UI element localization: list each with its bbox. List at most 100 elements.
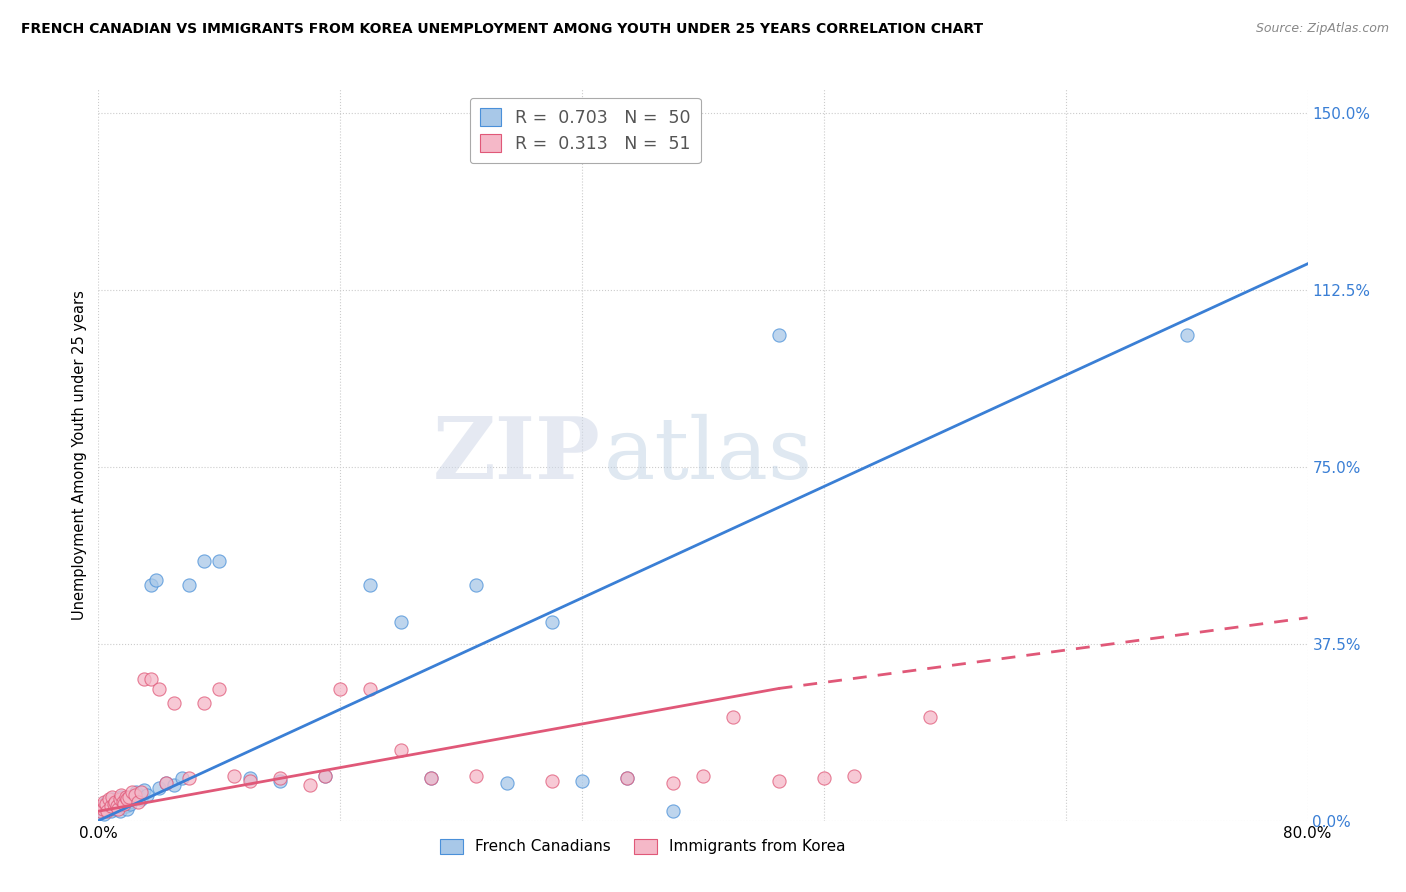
- Point: [129, 785, 152, 799]
- Point: [163, 778, 186, 792]
- Point: [132, 672, 155, 686]
- Point: [239, 771, 262, 785]
- Point: [155, 776, 177, 790]
- Point: [103, 799, 125, 814]
- Point: [616, 771, 638, 785]
- Text: atlas: atlas: [603, 413, 813, 497]
- Legend: French Canadians, Immigrants from Korea: French Canadians, Immigrants from Korea: [433, 833, 852, 861]
- Point: [129, 792, 152, 806]
- Point: [124, 788, 146, 802]
- Point: [193, 554, 215, 568]
- Point: [91, 802, 114, 816]
- Text: Source: ZipAtlas.com: Source: ZipAtlas.com: [1256, 22, 1389, 36]
- Point: [145, 573, 167, 587]
- Point: [1175, 327, 1198, 342]
- Point: [108, 804, 131, 818]
- Text: ZIP: ZIP: [433, 413, 600, 497]
- Point: [360, 681, 382, 696]
- Text: FRENCH CANADIAN VS IMMIGRANTS FROM KOREA UNEMPLOYMENT AMONG YOUTH UNDER 25 YEARS: FRENCH CANADIAN VS IMMIGRANTS FROM KOREA…: [21, 22, 983, 37]
- Point: [723, 710, 745, 724]
- Point: [98, 797, 121, 811]
- Point: [105, 795, 128, 809]
- Point: [122, 792, 145, 806]
- Point: [101, 790, 124, 805]
- Point: [96, 804, 118, 818]
- Point: [93, 795, 115, 809]
- Point: [329, 681, 352, 696]
- Point: [121, 785, 143, 799]
- Point: [208, 681, 231, 696]
- Point: [125, 785, 148, 799]
- Point: [100, 804, 122, 818]
- Point: [148, 780, 170, 795]
- Point: [193, 696, 215, 710]
- Y-axis label: Unemployment Among Youth under 25 years: Unemployment Among Youth under 25 years: [72, 290, 87, 620]
- Point: [661, 804, 683, 818]
- Point: [163, 696, 186, 710]
- Point: [110, 788, 132, 802]
- Point: [107, 799, 129, 814]
- Point: [768, 773, 790, 788]
- Point: [111, 795, 134, 809]
- Point: [661, 776, 683, 790]
- Point: [94, 797, 117, 811]
- Point: [89, 804, 111, 818]
- Point: [813, 771, 835, 785]
- Point: [389, 615, 412, 630]
- Point: [299, 778, 322, 792]
- Point: [465, 577, 488, 591]
- Point: [420, 771, 443, 785]
- Point: [115, 802, 138, 816]
- Point: [269, 771, 291, 785]
- Point: [179, 577, 201, 591]
- Point: [105, 799, 128, 814]
- Point: [135, 788, 157, 802]
- Point: [115, 792, 138, 806]
- Point: [120, 797, 142, 811]
- Point: [155, 776, 177, 790]
- Point: [389, 743, 412, 757]
- Point: [141, 577, 163, 591]
- Point: [179, 771, 201, 785]
- Point: [103, 797, 125, 811]
- Point: [94, 795, 117, 809]
- Point: [112, 797, 135, 811]
- Point: [107, 802, 129, 816]
- Point: [465, 769, 488, 783]
- Point: [127, 795, 149, 809]
- Point: [127, 790, 149, 805]
- Point: [104, 802, 127, 816]
- Point: [118, 790, 141, 805]
- Point: [571, 773, 593, 788]
- Point: [239, 773, 262, 788]
- Point: [101, 792, 124, 806]
- Point: [170, 771, 193, 785]
- Point: [540, 773, 562, 788]
- Point: [121, 790, 143, 805]
- Point: [269, 773, 291, 788]
- Point: [420, 771, 443, 785]
- Point: [768, 327, 790, 342]
- Point: [112, 795, 135, 809]
- Point: [98, 792, 121, 806]
- Point: [114, 790, 136, 805]
- Point: [360, 577, 382, 591]
- Point: [918, 710, 941, 724]
- Point: [132, 783, 155, 797]
- Point: [114, 799, 136, 814]
- Point: [495, 776, 517, 790]
- Point: [141, 672, 163, 686]
- Point: [208, 554, 231, 568]
- Point: [314, 769, 336, 783]
- Point: [91, 799, 114, 814]
- Point: [110, 790, 132, 805]
- Point: [540, 615, 562, 630]
- Point: [93, 806, 115, 821]
- Point: [108, 792, 131, 806]
- Point: [100, 799, 122, 814]
- Point: [314, 769, 336, 783]
- Point: [96, 802, 118, 816]
- Point: [692, 769, 714, 783]
- Point: [118, 795, 141, 809]
- Point: [111, 797, 134, 811]
